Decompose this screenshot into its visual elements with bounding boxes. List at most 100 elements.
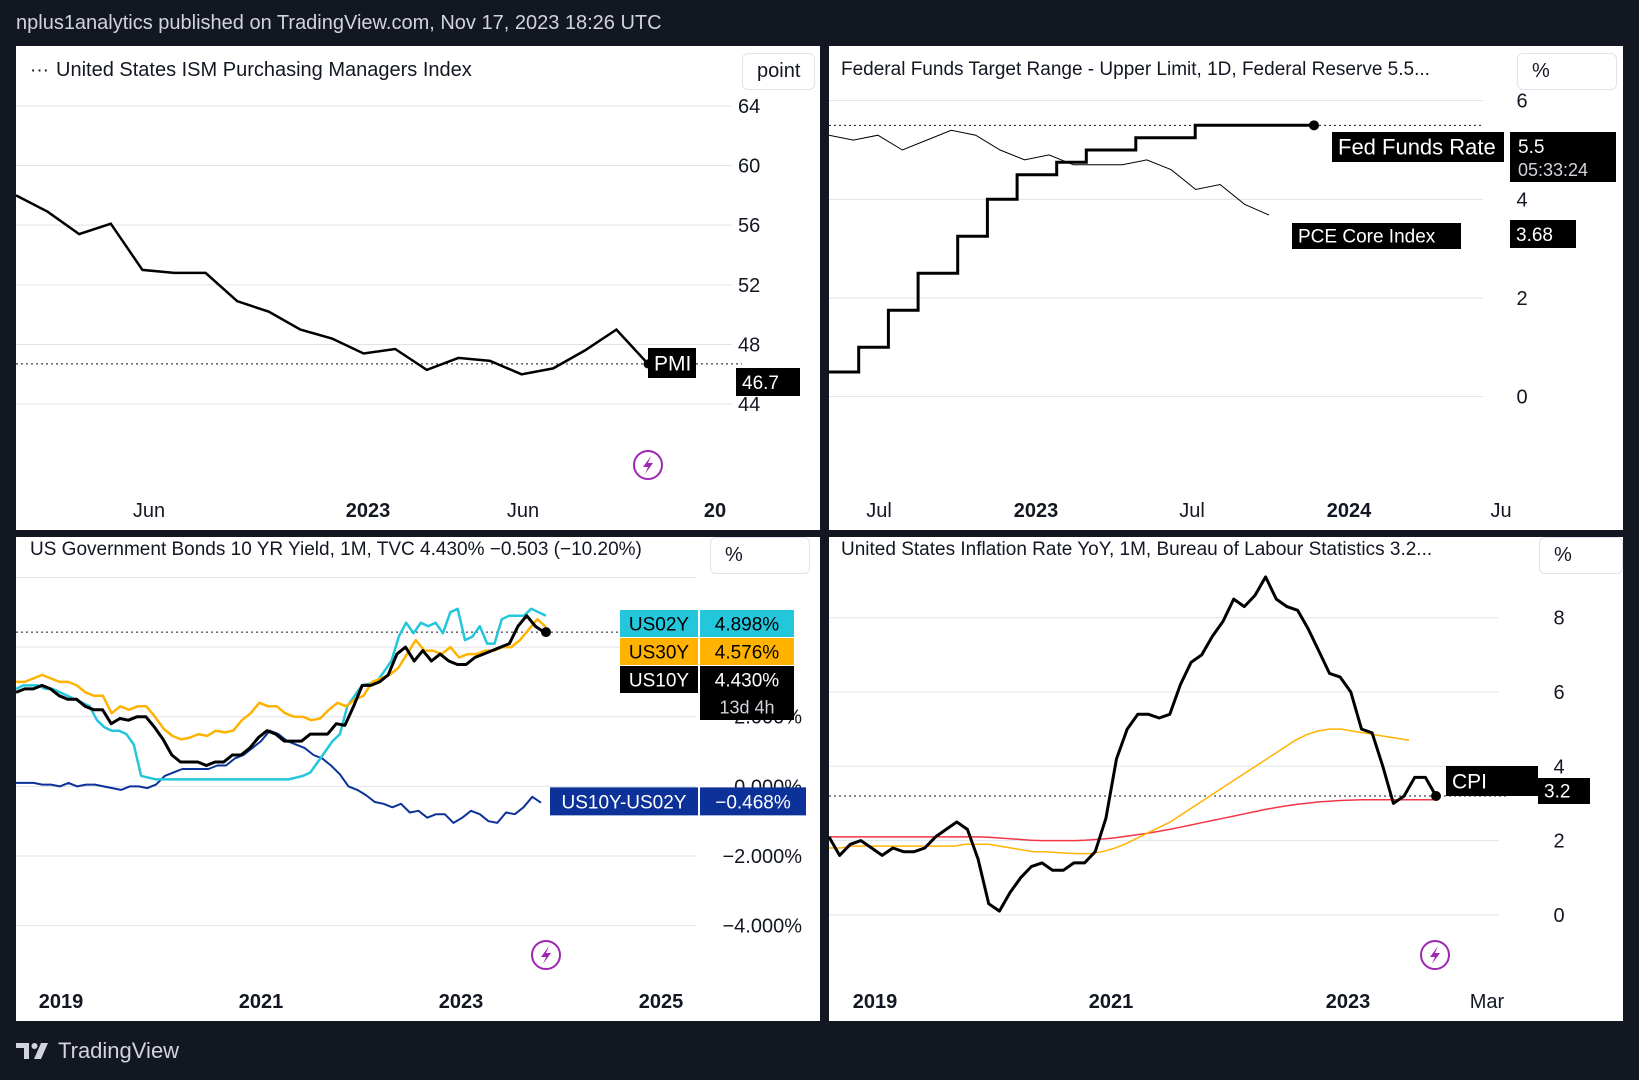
- bond-x-tick-label: 2023: [439, 991, 484, 1013]
- fed-y-tick-label: 2: [1516, 288, 1527, 310]
- fed-last-value-box-bg: [1510, 132, 1616, 182]
- pmi-series-label-bg: [648, 348, 696, 378]
- pmi-unit-button[interactable]: point: [742, 53, 816, 90]
- bond-flash-icon-bolt: [541, 946, 551, 964]
- fed-funds-chart-panel[interactable]: Federal Funds Target Range - Upper Limit…: [829, 46, 1623, 530]
- pce-last-value-label-bg: [1510, 220, 1576, 248]
- fed-funds-series-line: [829, 123, 1314, 374]
- pce-last-value-label: 3.68: [1516, 225, 1553, 246]
- legend-spread-value: −0.468%: [715, 792, 791, 813]
- bond-yield-chart: US Government Bonds 10 YR Yield, 1M, TVC…: [16, 539, 806, 1013]
- inflation-y-tick-label: 4: [1553, 756, 1564, 778]
- fed-funds-chart: Federal Funds Target Range - Upper Limit…: [829, 59, 1616, 522]
- bond-flash-icon: [531, 940, 561, 970]
- pmi-series-label: PMI: [654, 353, 691, 376]
- fed-x-tick-label: Jul: [866, 500, 892, 522]
- legend-spread-value-bg: [700, 787, 806, 816]
- us10y-series-line: [16, 614, 545, 767]
- fed-x-tick-label: Jul: [1179, 500, 1205, 522]
- pmi-chart-panel[interactable]: ··· United States ISM Purchasing Manager…: [16, 46, 820, 530]
- fed-x-tick-label: 2023: [1014, 500, 1059, 522]
- legend-us02y-name-bg: [620, 610, 698, 637]
- legend-us10y-countdown-bg: [700, 693, 794, 720]
- inflation-y-tick-label: 0: [1553, 905, 1564, 927]
- legend-us10y-value-bg: [700, 666, 794, 693]
- pmi-y-tick-label: 64: [738, 96, 760, 118]
- inflation-y-tick-label: 8: [1553, 608, 1564, 630]
- bond-unit-button[interactable]: %: [710, 537, 810, 574]
- pmi-last-value-label-bg: [736, 368, 800, 396]
- pce-series-label-bg: [1292, 223, 1461, 249]
- pce-series-label: PCE Core Index: [1298, 227, 1436, 248]
- inflation-x-tick-label: Mar: [1470, 991, 1505, 1013]
- legend-us10y-value: 4.430%: [715, 670, 780, 691]
- pmi-series-line: [16, 194, 649, 376]
- bond-x-tick-label: 2021: [239, 991, 284, 1013]
- fed-last-point: [1309, 120, 1319, 131]
- bond-y-tick-label: −4.000%: [722, 916, 802, 938]
- fed-y-tick-label: 6: [1516, 91, 1527, 113]
- pmi-x-tick-label: 20: [704, 500, 726, 522]
- pmi-chart: ··· United States ISM Purchasing Manager…: [16, 59, 800, 522]
- pmi-x-tick-label: Jun: [133, 500, 165, 522]
- cpi-last-value-label-bg: [1538, 778, 1590, 804]
- inflation-unit-button[interactable]: %: [1539, 537, 1623, 574]
- us10y-us02y-series-line: [16, 729, 542, 824]
- us02y-series-line: [16, 607, 547, 781]
- publisher-line: nplus1analytics published on TradingView…: [16, 12, 662, 34]
- pmi-y-tick-label: 52: [738, 275, 760, 297]
- legend-us02y-name: US02Y: [629, 614, 690, 635]
- bond-chart-title: US Government Bonds 10 YR Yield, 1M, TVC…: [30, 539, 642, 560]
- legend-us10y-name: US10Y: [629, 670, 690, 691]
- inflation-y-tick-label: 6: [1553, 682, 1564, 704]
- fed-series-label: Fed Funds Rate: [1338, 135, 1496, 160]
- tradingview-brand: TradingView: [58, 1038, 180, 1063]
- pce-series-line: [829, 129, 1270, 216]
- us30y-series-line: [16, 617, 547, 741]
- inflation-flash-icon: [1420, 940, 1450, 970]
- inflation-x-tick-label: 2019: [853, 991, 898, 1013]
- inflation-y-tick-label: 2: [1553, 831, 1564, 853]
- fed-series-label-bg: [1332, 132, 1504, 162]
- inflation-x-tick-label: 2023: [1326, 991, 1371, 1013]
- cpi-series-line: [829, 575, 1438, 913]
- pmi-y-tick-label: 48: [738, 335, 760, 357]
- pmi-flash-icon-bolt: [643, 456, 653, 474]
- fed-unit-button[interactable]: %: [1517, 53, 1617, 90]
- pmi-flash-icon-ring: [633, 450, 663, 480]
- pmi-y-tick-label: 60: [738, 156, 760, 178]
- pmi-y-tick-label: 56: [738, 215, 760, 237]
- fed-x-tick-label: 2024: [1327, 500, 1372, 522]
- pmi-menu-glyph[interactable]: ···: [30, 60, 49, 81]
- legend-us10y-countdown: 13d 4h: [719, 697, 774, 717]
- tradingview-footer[interactable]: TradingView: [16, 1038, 179, 1064]
- legend-us30y-value: 4.576%: [715, 642, 780, 663]
- inflation-flash-icon-bolt: [1430, 946, 1440, 964]
- legend-us02y-value: 4.898%: [715, 614, 780, 635]
- bond-yield-chart-panel[interactable]: US Government Bonds 10 YR Yield, 1M, TVC…: [16, 537, 820, 1021]
- legend-us10y-name-bg: [620, 666, 698, 693]
- fed-chart-title: Federal Funds Target Range - Upper Limit…: [841, 59, 1430, 80]
- inflation-chart: United States Inflation Rate YoY, 1M, Bu…: [829, 539, 1590, 1013]
- tradingview-logo-icon: [16, 1043, 48, 1059]
- inflation-chart-title: United States Inflation Rate YoY, 1M, Bu…: [841, 539, 1432, 560]
- fed-y-tick-label: 0: [1516, 387, 1527, 409]
- us10y-last-point: [541, 627, 551, 638]
- legend-spread-name-bg: [550, 787, 698, 816]
- legend-spread-name: US10Y-US02Y: [562, 792, 687, 813]
- legend-us30y-name-bg: [620, 638, 698, 665]
- legend-us30y-name: US30Y: [629, 642, 690, 663]
- cpi-series-label-bg: [1446, 766, 1538, 796]
- pmi-last-value-label: 46.7: [742, 373, 779, 394]
- fed-countdown-label: 05:33:24: [1518, 160, 1588, 180]
- pmi-x-tick-label: Jun: [507, 500, 539, 522]
- fed-last-value-label: 5.5: [1518, 137, 1544, 158]
- inflation-flash-icon-ring: [1420, 940, 1450, 970]
- cpi-moving-average-2-line: [829, 798, 1436, 842]
- legend-us02y-value-bg: [700, 610, 794, 637]
- inflation-x-tick-label: 2021: [1089, 991, 1134, 1013]
- fed-y-tick-label: 4: [1516, 189, 1527, 211]
- fed-x-tick-label: Ju: [1490, 500, 1511, 522]
- cpi-last-value-label: 3.2: [1544, 782, 1570, 803]
- inflation-chart-panel[interactable]: United States Inflation Rate YoY, 1M, Bu…: [829, 537, 1623, 1021]
